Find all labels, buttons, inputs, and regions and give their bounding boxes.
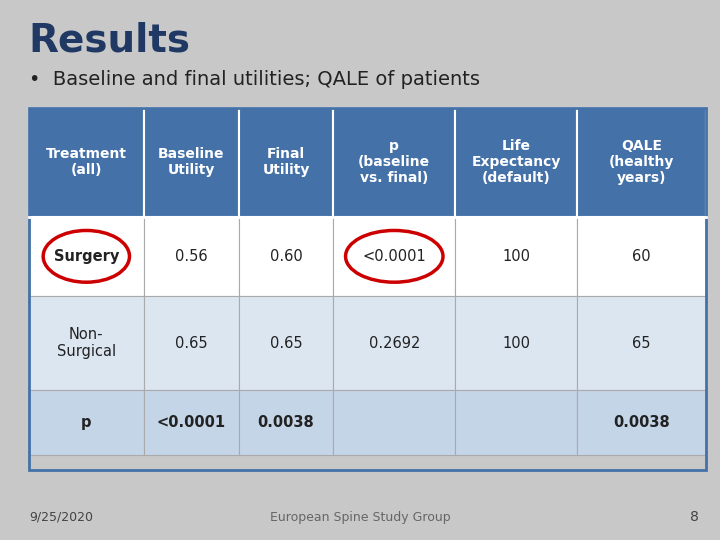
Text: 100: 100: [502, 249, 530, 264]
Text: 9/25/2020: 9/25/2020: [29, 511, 93, 524]
Text: European Spine Study Group: European Spine Study Group: [270, 511, 450, 524]
Text: <0.0001: <0.0001: [157, 415, 226, 430]
Text: 100: 100: [502, 336, 530, 350]
Text: 0.60: 0.60: [269, 249, 302, 264]
Text: 0.0038: 0.0038: [613, 415, 670, 430]
Text: Surgery: Surgery: [54, 249, 119, 264]
Text: 65: 65: [632, 336, 651, 350]
Text: Non-
Surgical: Non- Surgical: [57, 327, 116, 360]
Text: p: p: [81, 415, 91, 430]
Text: 0.65: 0.65: [270, 336, 302, 350]
Text: Treatment
(all): Treatment (all): [46, 147, 127, 177]
Text: Life
Expectancy
(default): Life Expectancy (default): [472, 139, 561, 185]
Text: 0.2692: 0.2692: [369, 336, 420, 350]
Text: Baseline
Utility: Baseline Utility: [158, 147, 225, 177]
Text: 0.56: 0.56: [175, 249, 207, 264]
Text: <0.0001: <0.0001: [362, 249, 426, 264]
Text: •  Baseline and final utilities; QALE of patients: • Baseline and final utilities; QALE of …: [29, 70, 480, 89]
Text: p
(baseline
vs. final): p (baseline vs. final): [359, 139, 431, 185]
Text: 0.65: 0.65: [175, 336, 207, 350]
Text: Results: Results: [29, 22, 191, 59]
Text: QALE
(healthy
years): QALE (healthy years): [608, 139, 674, 185]
Text: Final
Utility: Final Utility: [262, 147, 310, 177]
Text: 60: 60: [632, 249, 651, 264]
Text: 0.0038: 0.0038: [258, 415, 315, 430]
Text: 8: 8: [690, 510, 698, 524]
